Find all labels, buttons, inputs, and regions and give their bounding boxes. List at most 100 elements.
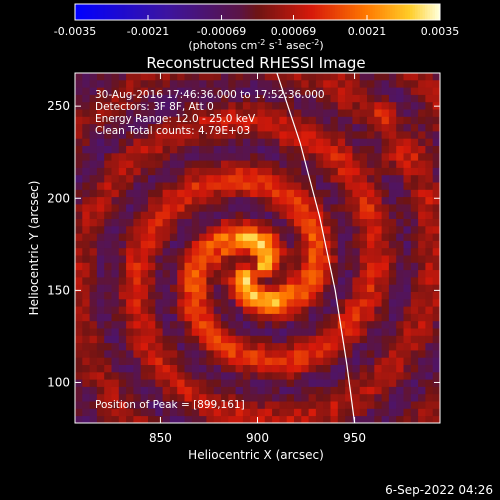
heatmap-cell <box>367 138 375 147</box>
heatmap-cell <box>104 321 112 329</box>
heatmap-cell <box>294 73 302 81</box>
heatmap-cell <box>352 131 361 140</box>
heatmap-cell <box>118 270 127 278</box>
heatmap-cell <box>104 116 112 125</box>
heatmap-cell <box>213 386 222 395</box>
heatmap-cell <box>301 109 309 118</box>
heatmap-cell <box>126 124 134 132</box>
heatmap-cell <box>257 153 266 161</box>
heatmap-cell <box>374 146 382 154</box>
heatmap-cell <box>104 284 112 293</box>
heatmap-cell <box>286 175 295 183</box>
heatmap-cell <box>330 124 339 132</box>
heatmap-cell <box>410 248 419 256</box>
heatmap-cell <box>250 357 258 366</box>
heatmap-cell <box>89 270 98 278</box>
heatmap-cell <box>89 182 98 191</box>
heatmap-cell <box>177 306 185 315</box>
heatmap-cell <box>418 408 426 417</box>
heatmap-cell <box>206 146 215 154</box>
heatmap-cell <box>425 219 434 227</box>
heatmap-cell <box>162 394 171 402</box>
heatmap-cell <box>242 313 251 322</box>
heatmap-cell <box>315 233 324 242</box>
heatmap-cell <box>184 102 193 110</box>
heatmap-cell <box>381 167 390 176</box>
heatmap-cell <box>425 386 434 395</box>
heatmap-cell <box>162 87 171 96</box>
heatmap-cell <box>294 211 302 220</box>
colorbar-cell <box>310 4 313 20</box>
heatmap-cell <box>257 335 266 344</box>
heatmap-cell <box>279 306 288 315</box>
heatmap-cell <box>96 102 105 110</box>
heatmap-cell <box>228 124 236 132</box>
heatmap-cell <box>242 365 251 373</box>
heatmap-cell <box>315 73 324 81</box>
heatmap-cell <box>264 204 273 213</box>
heatmap-cell <box>323 160 331 169</box>
heatmap-cell <box>367 182 375 191</box>
heatmap-cell <box>279 313 288 322</box>
heatmap-cell <box>148 138 156 147</box>
heatmap-cell <box>242 109 251 118</box>
heatmap-cell <box>388 146 397 154</box>
heatmap-cell <box>359 379 368 388</box>
heatmap-cell <box>82 116 90 125</box>
heatmap-cell <box>242 240 251 249</box>
heatmap-cell <box>199 233 207 242</box>
heatmap-cell <box>191 328 200 337</box>
heatmap-cell <box>330 372 339 380</box>
heatmap-cell <box>264 189 273 198</box>
heatmap-cell <box>133 175 142 183</box>
heatmap-cell <box>228 109 236 118</box>
heatmap-cell <box>272 401 280 410</box>
heatmap-cell <box>352 248 361 256</box>
heatmap-cell <box>184 343 193 351</box>
heatmap-cell <box>235 372 244 380</box>
heatmap-cell <box>410 372 419 380</box>
heatmap-cell <box>410 255 419 264</box>
heatmap-cell <box>199 160 207 169</box>
heatmap-cell <box>418 365 426 373</box>
heatmap-cell <box>191 401 200 410</box>
heatmap-cell <box>148 394 156 402</box>
heatmap-cell <box>425 240 434 249</box>
heatmap-cell <box>126 277 134 286</box>
heatmap-cell <box>82 306 90 315</box>
heatmap-cell <box>330 299 339 307</box>
heatmap-cell <box>323 328 331 337</box>
heatmap-cell <box>264 350 273 359</box>
heatmap-cell <box>235 175 244 183</box>
heatmap-cell <box>242 87 251 96</box>
heatmap-cell <box>169 313 178 322</box>
heatmap-cell <box>345 73 353 81</box>
heatmap-cell <box>381 328 390 337</box>
heatmap-cell <box>221 277 229 286</box>
heatmap-cell <box>250 386 258 395</box>
heatmap-cell <box>177 350 185 359</box>
heatmap-cell <box>199 372 207 380</box>
heatmap-cell <box>221 94 229 103</box>
heatmap-cell <box>359 138 368 147</box>
heatmap-cell <box>96 87 105 96</box>
heatmap-cell <box>432 248 440 256</box>
heatmap-cell <box>388 372 397 380</box>
colorbar-cell <box>430 4 433 20</box>
heatmap-cell <box>213 189 222 198</box>
heatmap-cell <box>126 408 134 417</box>
heatmap-cell <box>272 124 280 132</box>
heatmap-cell <box>126 357 134 366</box>
heatmap-cell <box>242 226 251 234</box>
heatmap-cell <box>162 408 171 417</box>
heatmap-cell <box>199 240 207 249</box>
heatmap-cell <box>111 328 120 337</box>
heatmap-cell <box>381 175 390 183</box>
heatmap-cell <box>213 167 222 176</box>
heatmap-cell <box>294 306 302 315</box>
heatmap-cell <box>359 394 368 402</box>
heatmap-cell <box>388 109 397 118</box>
heatmap-cell <box>75 277 83 286</box>
colorbar-cell <box>307 4 311 20</box>
heatmap-cell <box>111 255 120 264</box>
